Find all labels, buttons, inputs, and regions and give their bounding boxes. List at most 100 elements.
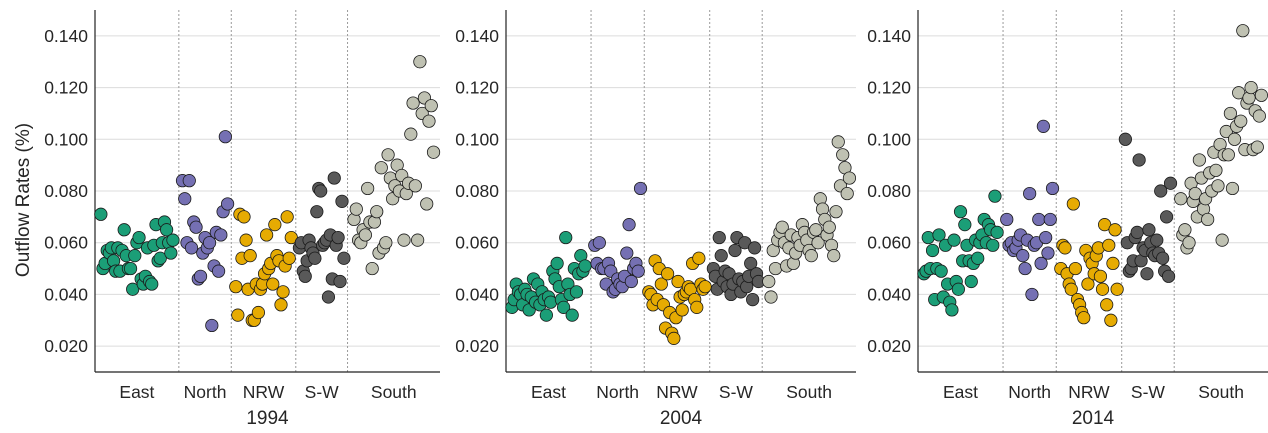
data-point-south [836, 148, 850, 162]
x-axis-label: 2004 [660, 408, 703, 428]
data-point-sw [1142, 223, 1156, 237]
data-point-east [988, 189, 1002, 203]
data-point-east [986, 238, 1000, 252]
data-point-south [1250, 140, 1264, 154]
data-point-nrw [1068, 261, 1083, 276]
data-point-nrw [1108, 223, 1122, 237]
data-point-sw [712, 230, 726, 245]
y-tick-label: 0.060 [867, 233, 911, 253]
x-region-label: East [531, 382, 566, 402]
data-point-north [221, 197, 235, 211]
data-point-sw [321, 290, 336, 304]
data-point-east [578, 259, 592, 273]
data-point-north [211, 264, 226, 278]
x-region-label: NRW [656, 382, 698, 402]
y-tick-label: 0.020 [867, 336, 911, 356]
data-point-east [971, 251, 985, 265]
data-point-north [1039, 230, 1053, 245]
data-point-south [370, 205, 384, 219]
data-point-north [1036, 119, 1050, 133]
data-point-east [166, 233, 180, 247]
data-point-east [559, 230, 573, 245]
y-tick-label: 0.080 [44, 181, 88, 201]
data-point-south [374, 161, 388, 175]
data-point-north [182, 174, 196, 188]
data-point-south [1201, 212, 1215, 227]
data-point-east [945, 303, 959, 317]
data-point-north [592, 236, 606, 250]
data-point-north [218, 130, 232, 144]
data-point-east [128, 249, 142, 263]
x-region-label: S-W [719, 382, 754, 402]
data-point-east [550, 256, 564, 270]
data-point-nrw [260, 228, 274, 242]
data-point-sw [314, 184, 328, 198]
y-tick-label: 0.040 [455, 284, 499, 304]
x-region-label: South [1198, 382, 1244, 402]
data-point-sw [1156, 251, 1170, 265]
data-point-sw [1163, 176, 1178, 190]
data-point-sw [1130, 225, 1144, 239]
data-point-south [1232, 86, 1246, 100]
data-point-north [1045, 181, 1060, 196]
data-point-south [822, 220, 836, 234]
data-point-east [117, 223, 131, 237]
data-point-nrw [690, 300, 704, 314]
data-point-east [934, 264, 948, 278]
data-point-east [947, 233, 961, 247]
data-point-sw [1150, 233, 1164, 247]
data-point-east [145, 277, 159, 291]
data-point-east [951, 282, 965, 296]
data-point-east [953, 205, 968, 219]
data-point-nrw [1102, 238, 1116, 252]
data-point-south [365, 261, 379, 276]
y-tick-label: 0.140 [867, 26, 911, 46]
data-point-sw [335, 194, 349, 208]
data-point-south [775, 220, 789, 234]
data-point-south [831, 135, 845, 149]
data-point-south [768, 261, 783, 276]
data-point-south [422, 114, 436, 128]
data-point-south [404, 127, 418, 141]
y-tick-label: 0.020 [455, 336, 499, 356]
data-point-north [633, 181, 648, 196]
data-point-nrw [1098, 218, 1112, 232]
data-point-sw [744, 256, 758, 270]
data-point-south [1188, 186, 1202, 201]
data-point-east [990, 225, 1004, 239]
data-point-south [1236, 24, 1250, 38]
data-point-nrw [229, 280, 243, 294]
data-point-east [153, 251, 167, 265]
data-point-south [1234, 114, 1248, 128]
data-point-north [1043, 212, 1057, 227]
data-point-sw [1154, 184, 1168, 198]
x-region-label: East [943, 382, 978, 402]
data-point-nrw [675, 303, 689, 317]
data-point-sw [331, 230, 345, 245]
data-point-nrw [1110, 282, 1124, 296]
data-point-nrw [698, 280, 712, 294]
data-point-south [408, 179, 422, 193]
x-region-label: S-W [305, 382, 340, 402]
data-point-east [123, 261, 138, 276]
data-point-south [762, 274, 776, 289]
x-region-label: North [1008, 382, 1051, 402]
data-point-north [1041, 246, 1055, 260]
y-tick-label: 0.100 [44, 129, 88, 149]
data-point-nrw [1077, 311, 1091, 325]
data-point-south [827, 249, 841, 263]
data-point-north [205, 318, 219, 333]
data-point-north [1023, 186, 1037, 201]
data-point-north [1025, 287, 1039, 302]
data-point-nrw [654, 277, 668, 291]
data-point-north [631, 264, 645, 278]
data-point-south [1225, 181, 1240, 196]
data-point-south [1215, 233, 1229, 247]
data-point-nrw [282, 251, 296, 265]
data-point-south [811, 236, 825, 250]
y-tick-label: 0.120 [44, 78, 88, 98]
data-point-east [921, 230, 935, 245]
y-tick-label: 0.020 [44, 336, 88, 356]
data-point-nrw [660, 267, 675, 281]
data-point-north [178, 192, 192, 206]
